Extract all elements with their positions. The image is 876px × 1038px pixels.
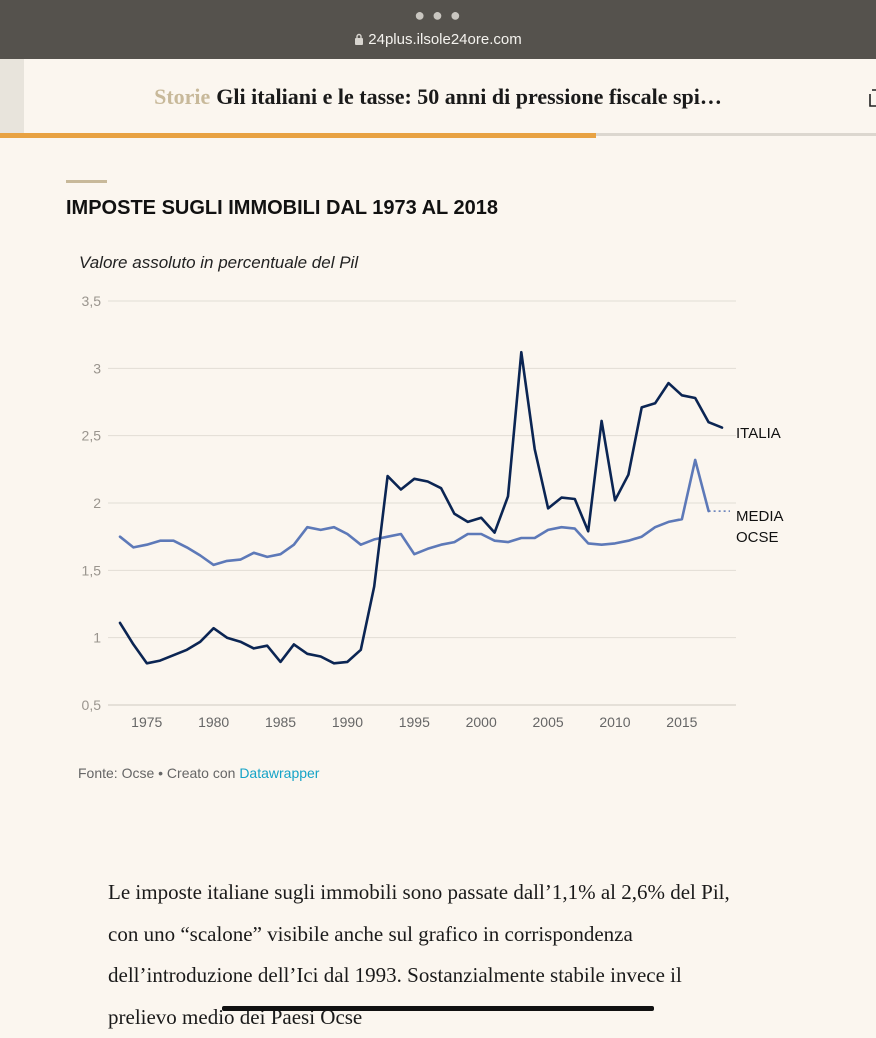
y-tick-label: 0,5 (82, 697, 102, 713)
y-tick-label: 1 (93, 630, 101, 646)
chart-source: Fonte: Ocse • Creato con Datawrapper (78, 764, 319, 782)
reading-progress-fill (0, 133, 596, 138)
section-label[interactable]: Storie (154, 84, 211, 109)
x-tick-label: 2005 (533, 714, 564, 730)
url-text: 24plus.ilsole24ore.com (368, 31, 522, 48)
more-dots-icon[interactable]: ● ● ● (414, 5, 462, 25)
x-tick-label: 1975 (131, 714, 162, 730)
browser-toolbar: ● ● ● 24plus.ilsole24ore.com (0, 0, 876, 59)
x-tick-label: 1980 (198, 714, 229, 730)
datawrapper-link[interactable]: Datawrapper (239, 765, 320, 781)
article-title: Gli italiani e le tasse: 50 anni di pres… (216, 84, 722, 109)
y-tick-label: 2 (93, 495, 101, 511)
media-ocse-series-label-line1: MEDIA (736, 508, 784, 525)
media-ocse-series-line (118, 458, 710, 567)
article-paragraph: Le imposte italiane sugli immobili sono … (108, 880, 730, 1029)
article-header-title: Storie Gli italiani e le tasse: 50 anni d… (0, 83, 876, 111)
y-tick-label: 2,5 (82, 428, 102, 444)
y-tick-label: 3 (93, 360, 101, 376)
italia-series-line (118, 350, 724, 665)
scribble-mark (222, 1006, 654, 1011)
bookmark-icon[interactable] (868, 86, 876, 108)
italia-series-label: ITALIA (736, 425, 781, 442)
y-tick-label: 1,5 (82, 562, 102, 578)
x-tick-label: 1990 (332, 714, 363, 730)
chart-subtitle: Valore assoluto in percentuale del Pil (79, 253, 359, 272)
address-bar[interactable]: 24plus.ilsole24ore.com (0, 30, 876, 50)
x-tick-label: 2000 (466, 714, 497, 730)
y-tick-label: 3,5 (82, 293, 102, 309)
title-rule (66, 180, 107, 183)
chart-title: IMPOSTE SUGLI IMMOBILI DAL 1973 AL 2018 (66, 197, 498, 219)
article-header (0, 59, 876, 136)
x-tick-label: 1985 (265, 714, 296, 730)
x-tick-label: 2010 (599, 714, 630, 730)
side-strip (0, 59, 24, 136)
line-chart: 3,5 3 2,5 2 1,5 1 0,5 1975 1980 1985 1990 1995 2000 2… (82, 293, 784, 730)
source-text: Fonte: Ocse • Creato con (78, 765, 240, 781)
media-ocse-series-label-line2: OCSE (736, 529, 779, 546)
x-tick-label: 2015 (666, 714, 697, 730)
x-tick-label: 1995 (399, 714, 430, 730)
lock-icon (355, 33, 364, 45)
